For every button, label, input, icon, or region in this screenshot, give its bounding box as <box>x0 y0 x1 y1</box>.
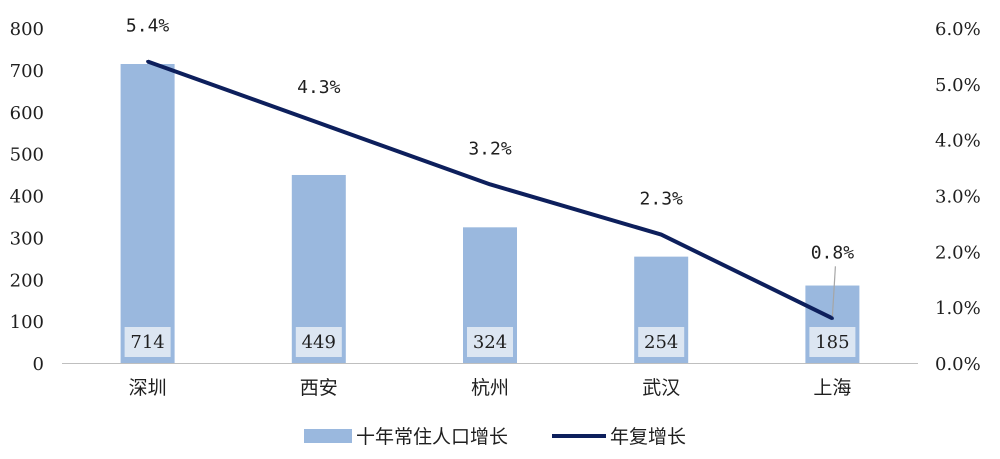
bar-value-label: 185 <box>815 332 849 353</box>
left-axis-tick-label: 100 <box>10 312 44 333</box>
bar-value-label-box <box>638 327 685 357</box>
growth-value-label: 2.3% <box>640 189 684 210</box>
legend-bar-swatch <box>304 429 352 443</box>
left-axis-tick-label: 0 <box>33 354 44 375</box>
bar <box>120 64 175 363</box>
growth-value-label: 0.8% <box>811 242 855 263</box>
growth-point <box>317 121 321 125</box>
leader-line <box>831 266 836 317</box>
right-axis-tick-label: 6.0% <box>935 19 981 40</box>
legend-bar-label: 十年常住人口增长 <box>356 426 508 448</box>
left-axis-tick-label: 400 <box>10 187 44 208</box>
bar-value-label: 449 <box>302 332 336 353</box>
growth-value-label: 5.4% <box>126 16 170 37</box>
right-axis-tick-label: 2.0% <box>935 242 981 263</box>
right-axis-tick-label: 4.0% <box>935 131 981 152</box>
growth-point <box>488 182 492 186</box>
bar-value-label: 714 <box>130 332 164 353</box>
line-layer: 5.4% 4.3% 3.2% 2.3% 0.8% <box>126 16 855 321</box>
left-axis-tick-label: 600 <box>10 103 44 124</box>
right-axis-tick-label: 3.0% <box>935 187 981 208</box>
legend-line-label: 年复增长 <box>610 426 686 448</box>
left-y-axis: 0 100 200 300 400 500 600 700 800 <box>10 19 44 375</box>
left-axis-tick-label: 200 <box>10 270 44 291</box>
bar-value-label-box <box>467 327 513 357</box>
category-label: 上海 <box>813 377 851 399</box>
category-axis: 深圳 西安 杭州 武汉 上海 <box>129 377 852 399</box>
category-label: 杭州 <box>471 377 509 399</box>
category-label: 深圳 <box>129 377 167 399</box>
left-axis-tick-label: 700 <box>10 61 44 82</box>
right-axis-tick-label: 5.0% <box>935 75 981 96</box>
growth-value-label: 3.2% <box>468 138 512 159</box>
left-axis-tick-label: 300 <box>10 228 44 249</box>
bar-value-label-box <box>124 327 171 357</box>
right-axis-tick-label: 0.0% <box>935 354 981 375</box>
right-axis-tick-label: 1.0% <box>935 298 981 319</box>
bar-value-label-box <box>809 327 856 357</box>
left-axis-tick-label: 800 <box>10 19 44 40</box>
right-y-axis: 0.0% 1.0% 2.0% 3.0% 4.0% 5.0% 6.0% <box>935 19 981 375</box>
bar-value-label: 254 <box>644 332 678 353</box>
growth-point <box>830 316 834 320</box>
growth-point <box>659 233 663 237</box>
category-label: 武汉 <box>642 377 680 399</box>
left-axis-tick-label: 500 <box>10 145 44 166</box>
bars-layer: 714 449 324 254 185 <box>120 64 860 363</box>
bar-value-label: 324 <box>473 332 507 353</box>
bar-value-label-box <box>295 327 342 357</box>
growth-point <box>146 60 150 63</box>
growth-value-label: 4.3% <box>297 77 341 98</box>
legend: 十年常住人口增长 年复增长 <box>304 426 686 448</box>
category-label: 西安 <box>300 377 338 399</box>
